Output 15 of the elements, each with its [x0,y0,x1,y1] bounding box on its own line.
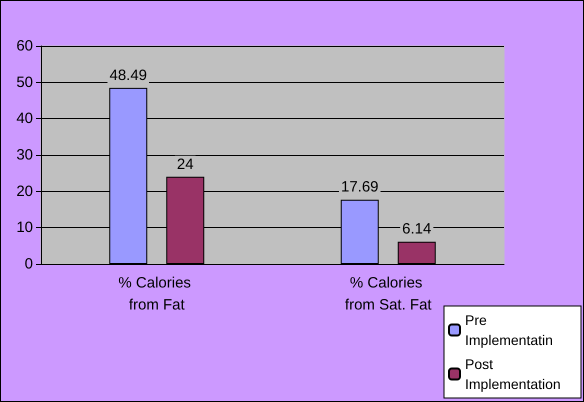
data-label: 24 [176,156,194,173]
x-tick-label: % Calories from Fat [118,274,196,314]
legend-label: Post Implementation [465,356,561,392]
data-label: 17.69 [340,178,379,196]
data-label: 48.49 [109,66,148,84]
legend-label: Pre Implementatin [465,312,553,348]
x-tick-label: % Calories from Sat. Fat [344,274,432,314]
y-tick-label: 0 [24,256,33,272]
y-tick-label: 60 [16,38,33,54]
data-label: 6.14 [402,220,432,238]
y-tick-label: 40 [16,110,33,128]
y-tick-label: 10 [16,219,33,236]
y-tick-label: 30 [16,146,33,164]
y-tick-label: 20 [16,182,33,200]
y-tick-label: 50 [16,74,33,91]
